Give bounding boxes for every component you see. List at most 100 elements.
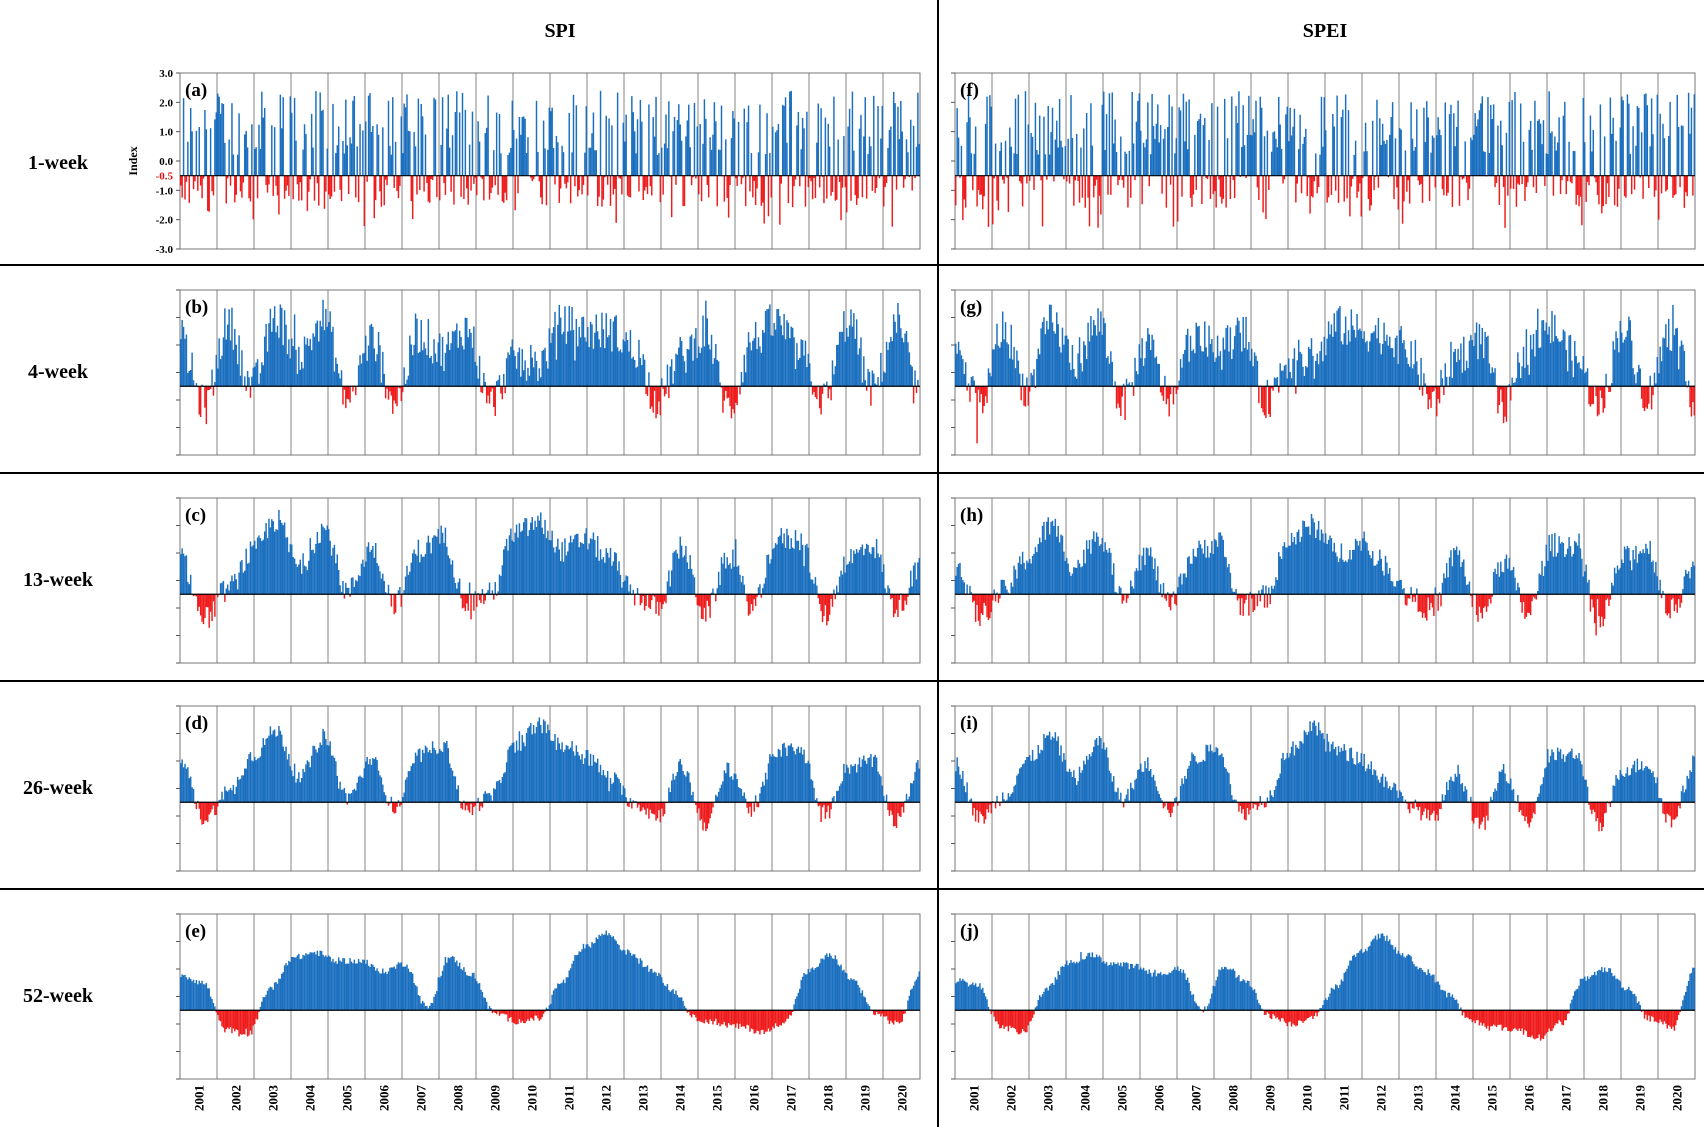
bar (480, 175, 482, 178)
bar (1135, 778, 1138, 803)
bar (1061, 147, 1064, 176)
bar (1333, 313, 1335, 387)
bar (1685, 175, 1687, 193)
bar (905, 331, 908, 387)
bar (1574, 540, 1576, 595)
bar (251, 760, 253, 803)
bar (1004, 322, 1007, 387)
bar (760, 1010, 763, 1031)
bar (1598, 175, 1600, 205)
bar (959, 350, 961, 387)
bar (960, 778, 963, 803)
bar (535, 726, 538, 803)
bar (201, 594, 203, 622)
bar (838, 175, 841, 182)
bar (692, 791, 694, 803)
bar (466, 802, 468, 806)
bar (308, 175, 310, 192)
bar (339, 960, 341, 1011)
bar (1137, 100, 1139, 176)
bar (1159, 584, 1162, 595)
bar (1097, 308, 1099, 387)
bar (837, 592, 839, 595)
bar (1034, 547, 1037, 595)
bar (1544, 566, 1546, 595)
bar (1030, 760, 1032, 803)
bar (844, 175, 847, 188)
bar (1380, 354, 1382, 387)
bar (1672, 175, 1674, 198)
bar (575, 318, 578, 387)
bar (892, 314, 895, 387)
bar (855, 549, 858, 595)
bar (807, 353, 810, 387)
bar (759, 584, 761, 595)
bar (225, 588, 227, 595)
bar (515, 740, 518, 803)
bar (242, 175, 245, 183)
bar (772, 754, 774, 803)
bar (1278, 386, 1280, 393)
bar (302, 368, 304, 387)
bar (281, 973, 283, 1011)
bar (1050, 739, 1052, 803)
bar (1326, 175, 1328, 203)
bar (1081, 566, 1084, 595)
bar (887, 147, 889, 176)
bar (569, 330, 572, 387)
bar (1302, 520, 1304, 595)
bar (1030, 563, 1032, 595)
bar (513, 1010, 515, 1023)
bar (1689, 133, 1691, 176)
bar (1302, 143, 1304, 176)
bar (530, 1010, 532, 1018)
bar (1337, 308, 1340, 387)
bar (1544, 330, 1546, 387)
bar (511, 540, 514, 595)
bar (1192, 548, 1195, 595)
bar (1253, 802, 1256, 805)
bar (1289, 753, 1291, 803)
bar (542, 1010, 545, 1014)
bar (1511, 570, 1513, 595)
bar (189, 776, 192, 803)
bar (1094, 175, 1096, 186)
bar (992, 175, 994, 225)
bar (908, 587, 911, 595)
bar (783, 533, 785, 595)
bar (850, 175, 852, 201)
bar (679, 536, 681, 595)
bar (1401, 343, 1404, 387)
bar (236, 1010, 239, 1031)
bar (347, 175, 350, 195)
bar (1611, 582, 1613, 595)
bar (1636, 372, 1639, 387)
bar (463, 349, 465, 387)
bar (867, 758, 869, 803)
bar (1622, 100, 1624, 176)
bar (1239, 332, 1242, 387)
bar (1495, 175, 1498, 183)
bar (1121, 594, 1123, 604)
bar (1427, 117, 1429, 176)
bar (1404, 150, 1407, 176)
bar (797, 540, 800, 595)
bar (1528, 802, 1530, 828)
bar (1110, 773, 1112, 803)
bar (1652, 560, 1654, 595)
bar (1272, 588, 1274, 595)
bar (723, 175, 726, 202)
bar (1593, 594, 1596, 624)
bar (335, 357, 337, 387)
bar (1320, 733, 1323, 803)
bar (490, 175, 492, 194)
bar (1038, 753, 1041, 803)
bar (1087, 322, 1089, 387)
bar (827, 386, 829, 399)
bar (662, 386, 664, 389)
bar (411, 763, 414, 803)
bar (645, 966, 647, 1011)
bar (392, 386, 394, 414)
bar (1400, 792, 1402, 803)
bar (306, 760, 309, 803)
